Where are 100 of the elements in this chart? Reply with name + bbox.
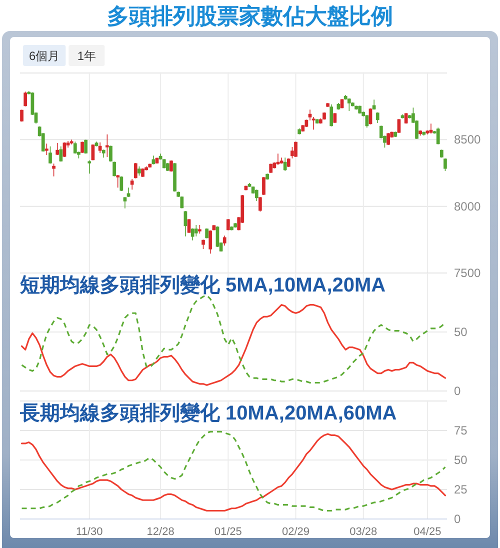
- candlestick: [173, 162, 176, 192]
- candlestick: [94, 141, 98, 147]
- candlestick: [254, 189, 258, 202]
- candlestick: [202, 239, 205, 250]
- candlestick: [326, 102, 330, 108]
- candlestick: [48, 146, 52, 164]
- candlestick: [152, 155, 156, 165]
- candlestick: [24, 91, 28, 107]
- candlestick: [330, 104, 334, 127]
- candlestick: [333, 112, 337, 124]
- candlestick: [340, 98, 344, 109]
- candlestick: [20, 109, 24, 122]
- y-tick-label: 0: [454, 384, 461, 398]
- candlestick: [234, 222, 237, 228]
- candlestick: [134, 162, 138, 179]
- candlestick: [336, 102, 340, 110]
- x-tick-label: 02/29: [282, 526, 310, 538]
- candlestick: [141, 168, 144, 178]
- candlestick: [126, 187, 130, 198]
- candlestick: [170, 160, 173, 172]
- button: 1年: [68, 45, 105, 66]
- candlestick: [112, 161, 116, 177]
- candlestick: [198, 224, 202, 234]
- candlestick: [283, 157, 287, 172]
- candlestick: [194, 224, 198, 237]
- candlestick: [138, 166, 141, 176]
- candlestick: [109, 145, 112, 162]
- chart-title: 長期均線多頭排列變化 10MA,20MA,60MA: [19, 402, 397, 424]
- x-tick-label: 01/25: [214, 526, 242, 538]
- candlestick: [84, 139, 88, 154]
- candlestick: [80, 141, 84, 154]
- candlestick: [106, 134, 109, 158]
- x-tick-label: 11/30: [76, 526, 103, 538]
- candlestick: [102, 149, 106, 158]
- candlestick: [208, 230, 212, 254]
- candlestick: [298, 128, 302, 135]
- candlestick: [222, 235, 226, 246]
- candlestick: [280, 157, 284, 164]
- candlestick: [286, 158, 290, 168]
- candlestick: [230, 226, 234, 231]
- candlestick: [351, 102, 354, 107]
- x-tick-label: 04/25: [414, 526, 442, 538]
- y-tick-label: 0: [454, 512, 461, 526]
- candlestick: [429, 123, 433, 134]
- candlestick: [212, 224, 216, 231]
- candlestick: [205, 228, 208, 239]
- y-tick-label: 25: [454, 482, 468, 496]
- candlestick: [386, 132, 390, 146]
- candlestick: [440, 149, 444, 158]
- y-tick-label: 8500: [454, 132, 482, 147]
- candlestick: [70, 139, 74, 145]
- x-tick-label: 03/28: [350, 526, 378, 538]
- candlestick: [266, 173, 269, 180]
- candlestick: [45, 143, 48, 156]
- candlestick: [358, 105, 362, 114]
- y-tick-label: 8000: [454, 199, 482, 214]
- candlestick: [372, 99, 376, 110]
- candlestick: [418, 130, 422, 136]
- candlestick: [116, 174, 120, 188]
- y-tick-label: 50: [454, 325, 468, 339]
- candlestick: [368, 108, 372, 125]
- candlestick: [322, 112, 326, 120]
- candlestick: [365, 114, 369, 128]
- candlestick: [262, 176, 266, 196]
- candlestick: [184, 210, 188, 237]
- candlestick: [148, 163, 152, 168]
- candlestick: [400, 114, 404, 119]
- candlestick: [190, 228, 194, 241]
- candlestick: [354, 105, 358, 110]
- candlestick: [226, 218, 230, 231]
- candlestick: [269, 163, 273, 174]
- candlestick: [436, 127, 440, 145]
- button: 6個月: [23, 45, 66, 66]
- candlestick: [258, 196, 262, 212]
- candlestick: [123, 196, 127, 209]
- candlestick: [347, 98, 351, 112]
- candlestick: [120, 176, 124, 192]
- candlestick: [91, 144, 95, 161]
- candlestick: [244, 185, 248, 191]
- candlestick: [88, 160, 92, 174]
- candlestick: [404, 112, 408, 124]
- candlestick: [56, 142, 60, 156]
- candlestick: [59, 146, 63, 162]
- chart-title: 短期均線多頭排列變化 5MA,10MA,20MA: [19, 274, 386, 296]
- candlestick: [276, 153, 280, 166]
- y-tick-label: 50: [454, 453, 468, 467]
- chart-title: 多頭排列股票家數佔大盤比例: [107, 4, 393, 28]
- candlestick: [394, 131, 398, 138]
- candlestick: [315, 118, 319, 124]
- candlestick: [155, 157, 159, 164]
- candlestick: [376, 112, 380, 124]
- candlestick: [73, 141, 77, 154]
- x-tick-label: 12/28: [146, 526, 174, 538]
- candlestick: [52, 163, 56, 177]
- candlestick: [180, 196, 184, 209]
- candlestick: [422, 131, 426, 136]
- candlestick: [98, 142, 102, 154]
- y-tick-label: 75: [454, 424, 468, 438]
- candlestick: [130, 178, 134, 190]
- candlestick: [294, 141, 298, 158]
